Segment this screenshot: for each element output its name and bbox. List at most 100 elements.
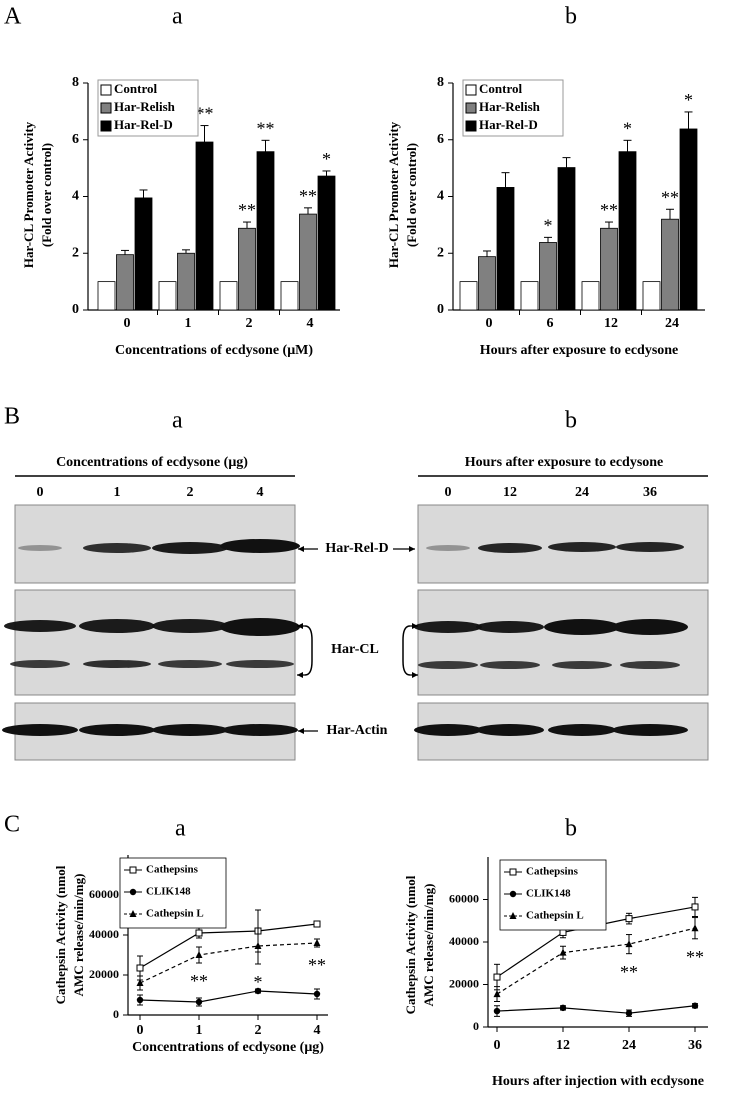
blot-band <box>158 660 222 668</box>
blot-band <box>418 661 478 669</box>
lane-label: 1 <box>114 485 121 500</box>
legend-swatch <box>100 84 112 96</box>
blot-band <box>478 543 542 553</box>
blot-label: Har-CL <box>331 642 379 657</box>
bar <box>581 281 600 311</box>
marker <box>136 964 144 972</box>
arrow-head <box>409 546 415 552</box>
significance: * <box>322 149 331 169</box>
marker <box>691 903 699 911</box>
y-axis-label: (Fold over control) <box>39 143 54 247</box>
bar <box>478 256 496 311</box>
significance: * <box>544 215 553 235</box>
arrow-head <box>412 623 418 629</box>
marker <box>254 987 262 995</box>
bar <box>618 151 637 311</box>
y-tick-label: 60000 <box>89 887 119 901</box>
lane-label: 36 <box>643 485 657 500</box>
legend-label: Cathepsin L <box>526 910 584 922</box>
legend-swatch <box>465 120 477 132</box>
marker <box>136 996 144 1004</box>
arrow-head <box>297 672 303 678</box>
legend: Cathepsins CLIK148 Cathepsin L <box>119 857 227 929</box>
significance: ** <box>190 971 208 991</box>
blot-title: Hours after exposure to ecdysone <box>465 455 664 470</box>
blot-band <box>476 621 544 633</box>
legend: Cathepsins CLIK148 Cathepsin L <box>499 859 607 931</box>
legend-marker <box>509 890 517 898</box>
line <box>139 990 318 1003</box>
x-tick-label: 2 <box>255 1023 262 1038</box>
arrow-head <box>298 546 304 552</box>
blot-band <box>552 661 612 669</box>
y-tick-label: 8 <box>72 75 79 90</box>
x-tick-label: 0 <box>486 316 493 331</box>
chart: 0 2 4 6 8 0 1 2 4 Concentrations of ecdysone (μM)… <box>21 75 340 358</box>
panel-label: b <box>565 816 577 842</box>
panel-label: b <box>565 408 577 434</box>
blot-band <box>612 724 688 736</box>
y-tick-label: 6 <box>72 132 79 147</box>
significance: ** <box>620 962 638 982</box>
bar <box>520 281 539 311</box>
x-axis-label: Hours after injection with ecdysone <box>492 1074 704 1089</box>
bar <box>97 281 116 311</box>
bar <box>299 213 317 311</box>
bar <box>116 254 134 311</box>
significance: ** <box>257 118 275 138</box>
legend-marker <box>509 868 517 876</box>
blot-band <box>2 724 78 736</box>
y-tick-label: 2 <box>72 245 79 260</box>
blot-band <box>152 619 228 633</box>
arrow-head <box>297 623 303 629</box>
y-tick-label: 4 <box>437 189 444 204</box>
x-tick-label: 2 <box>246 316 253 331</box>
legend-swatch <box>465 102 477 114</box>
blot-band <box>476 724 544 736</box>
bar <box>642 281 661 311</box>
y-tick-label: 0 <box>72 302 79 317</box>
western-blots: Concentrations of ecdysone (μg)0 1 2 4Hours… <box>2 455 709 761</box>
legend-label: Har-Relish <box>114 99 176 114</box>
legend-label: CLIK148 <box>526 888 571 900</box>
blot-band <box>616 542 684 552</box>
bar <box>219 281 238 311</box>
panel-label: C <box>4 812 20 838</box>
marker <box>313 939 321 946</box>
line <box>496 927 696 995</box>
lane-label: 12 <box>503 485 517 500</box>
significance: ** <box>238 200 256 220</box>
significance: ** <box>308 955 326 975</box>
marker <box>625 940 633 948</box>
y-tick-label: 8 <box>437 75 444 90</box>
blot-band <box>83 660 151 668</box>
blot-band <box>18 545 62 551</box>
marker <box>625 1009 633 1017</box>
y-tick-label: 40000 <box>89 927 119 941</box>
blot-band <box>4 620 76 632</box>
marker <box>254 942 262 949</box>
legend-marker <box>509 912 517 919</box>
bar <box>238 227 256 311</box>
x-tick-label: 1 <box>185 316 192 331</box>
legend-swatch <box>465 84 477 96</box>
x-tick-label: 6 <box>547 316 554 331</box>
legend-label: Cathepsins <box>526 866 579 878</box>
blot-band <box>220 539 300 553</box>
lane-label: 24 <box>575 485 589 500</box>
x-tick-label: 4 <box>314 1023 321 1038</box>
significance: ** <box>661 187 679 207</box>
x-tick-label: 1 <box>196 1023 203 1038</box>
y-axis-label: Har-CL Promoter Activity <box>21 121 36 268</box>
blot-band <box>152 542 228 554</box>
blot-title: Concentrations of ecdysone (μg) <box>56 455 248 470</box>
y-tick-label: 40000 <box>449 934 479 948</box>
panel-label: a <box>172 4 183 30</box>
x-axis-label: Hours after exposure to ecdysone <box>480 343 679 358</box>
significance: ** <box>600 200 618 220</box>
line <box>496 1005 696 1014</box>
blot-band <box>548 542 616 552</box>
marker <box>493 990 501 998</box>
marker <box>559 948 567 956</box>
